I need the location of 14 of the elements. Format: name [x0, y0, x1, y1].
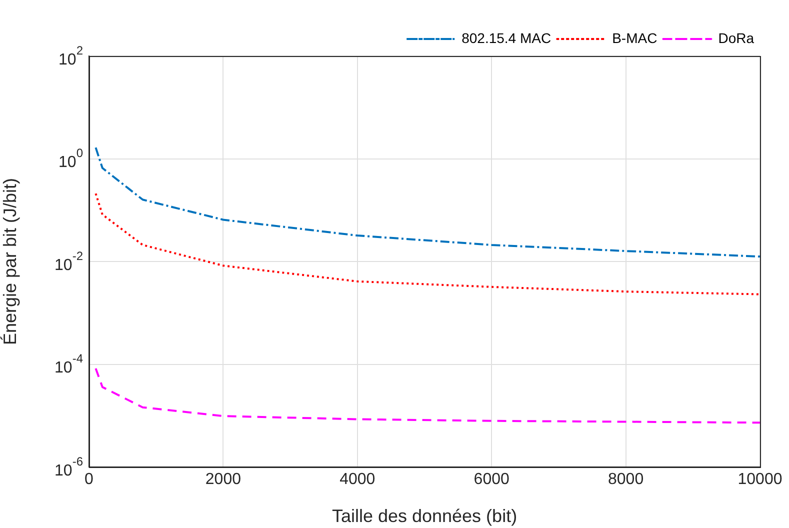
x-tick-label: 10000	[738, 471, 782, 488]
legend-label: DoRa	[718, 30, 754, 46]
line-series	[94, 146, 760, 258]
x-tick-label: 0	[84, 471, 94, 488]
x-tick-label: 6000	[474, 471, 510, 488]
x-tick-label: 8000	[608, 471, 644, 488]
legend-label: B-MAC	[612, 30, 658, 46]
x-tick-label: 4000	[340, 471, 376, 488]
line-series	[94, 192, 760, 296]
x-axis-title: Taille des données (bit)	[332, 506, 518, 526]
y-axis-title: Énergie par bit (J/bit)	[0, 178, 20, 346]
line-series	[94, 367, 760, 424]
x-tick-label: 2000	[205, 471, 242, 488]
legend-label: 802.15.4 MAC	[462, 30, 552, 46]
